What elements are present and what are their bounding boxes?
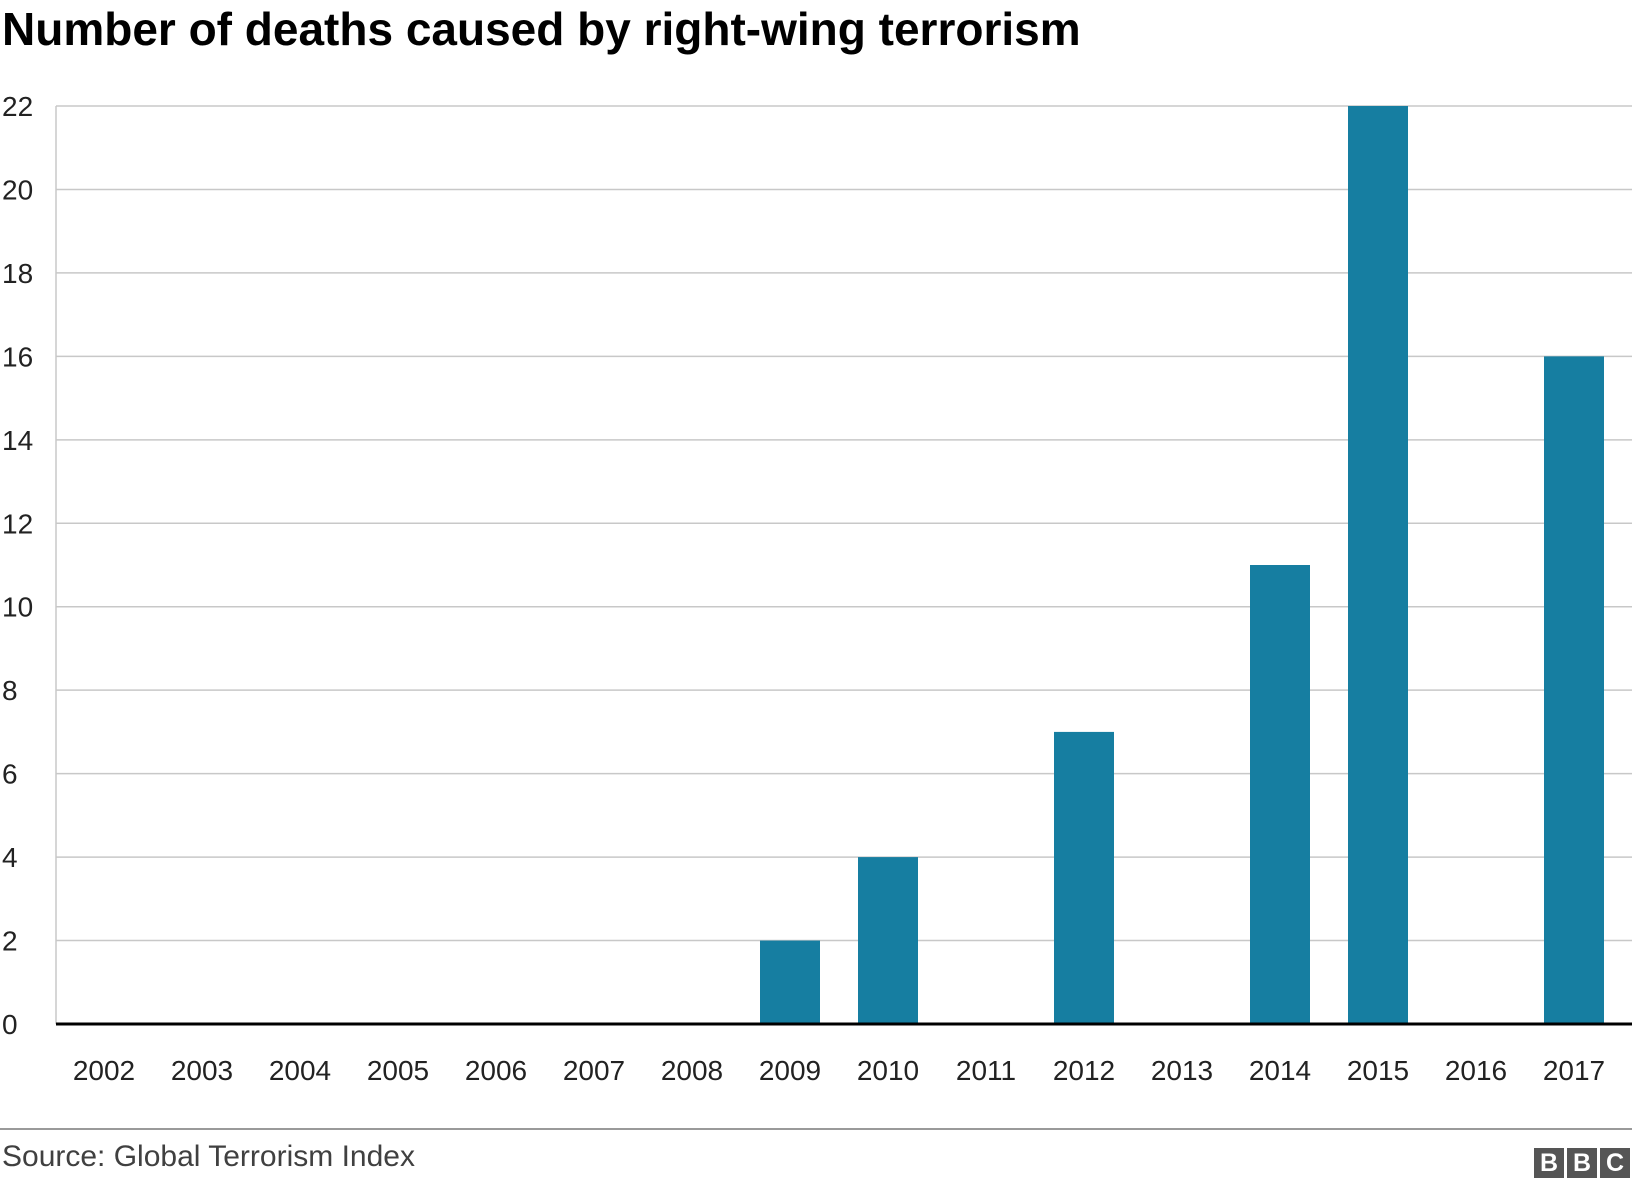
- x-tick-label: 2008: [661, 1055, 723, 1086]
- x-tick-label: 2009: [759, 1055, 821, 1086]
- x-tick-label: 2012: [1053, 1055, 1115, 1086]
- x-tick-label: 2016: [1445, 1055, 1507, 1086]
- x-tick-label: 2015: [1347, 1055, 1409, 1086]
- bbc-logo-letter-b1: B: [1534, 1148, 1564, 1178]
- y-tick-label: 20: [2, 174, 33, 205]
- bbc-logo-letter-b2: B: [1567, 1148, 1597, 1178]
- x-tick-label: 2003: [171, 1055, 233, 1086]
- source-divider: [0, 1128, 1632, 1130]
- y-tick-label: 18: [2, 258, 33, 289]
- x-tick-label: 2004: [269, 1055, 331, 1086]
- x-tick-label: 2013: [1151, 1055, 1213, 1086]
- y-tick-label: 12: [2, 508, 33, 539]
- y-tick-label: 10: [2, 592, 33, 623]
- y-tick-label: 16: [2, 341, 33, 372]
- x-axis-tick-labels: 2002 2003 2004 2005 2006 2007 2008 2009 2010 2011…: [73, 1055, 1605, 1086]
- y-tick-label: 4: [2, 842, 18, 873]
- bar-2009: [760, 940, 820, 1024]
- bar-2012: [1054, 731, 1114, 1024]
- y-tick-label: 0: [2, 1009, 18, 1040]
- bar-2015: [1348, 106, 1408, 1024]
- bars: [760, 106, 1604, 1024]
- y-tick-label: 8: [2, 675, 18, 706]
- x-tick-label: 2007: [563, 1055, 625, 1086]
- x-tick-label: 2005: [367, 1055, 429, 1086]
- bar-2014: [1250, 565, 1310, 1024]
- x-tick-label: 2002: [73, 1055, 135, 1086]
- bar-2017: [1544, 356, 1604, 1024]
- source-note: Source: Global Terrorism Index: [2, 1140, 415, 1173]
- x-tick-label: 2011: [956, 1055, 1016, 1086]
- y-tick-label: 2: [2, 926, 18, 957]
- y-tick-label: 6: [2, 759, 18, 790]
- bbc-logo: B B C: [1534, 1148, 1630, 1178]
- x-tick-label: 2017: [1543, 1055, 1605, 1086]
- bbc-logo-letter-c: C: [1600, 1148, 1630, 1178]
- chart-title: Number of deaths caused by right-wing te…: [2, 3, 1081, 55]
- y-axis-tick-labels: 0 2 4 6 8 10 12 14 16 18 20 22: [2, 91, 33, 1040]
- x-tick-label: 2006: [465, 1055, 527, 1086]
- bar-2010: [858, 857, 918, 1024]
- x-tick-label: 2010: [857, 1055, 919, 1086]
- y-tick-label: 22: [2, 91, 33, 122]
- y-tick-label: 14: [2, 425, 33, 456]
- x-tick-label: 2014: [1249, 1055, 1311, 1086]
